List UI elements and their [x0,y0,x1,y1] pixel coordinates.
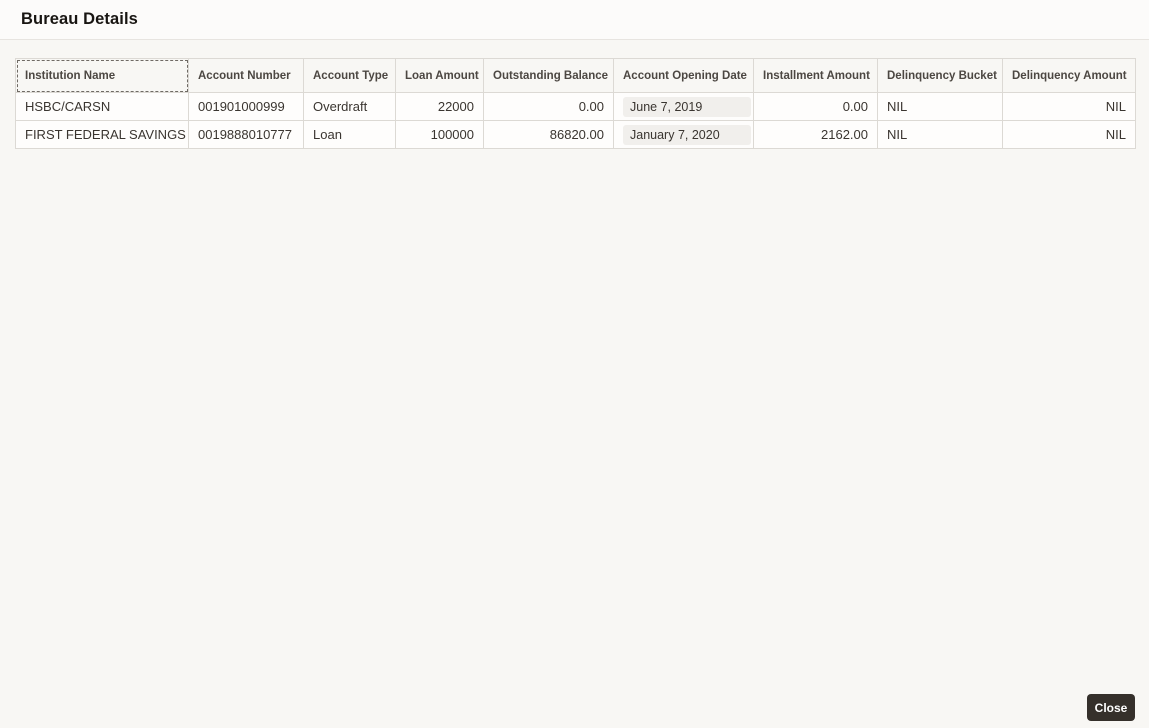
table-row[interactable]: FIRST FEDERAL SAVINGS 0019888010777 Loan 10… [15,120,1136,149]
date-field[interactable]: June 7, 2019 [623,96,751,117]
titlebar: Bureau Details [0,0,1149,40]
cell-account_number: 001901000999 [188,92,304,121]
close-button[interactable]: Close [1087,694,1135,721]
cell-account_opening_date: June 7, 2019 [613,92,754,121]
cell-institution_name: FIRST FEDERAL SAVINGS [15,120,189,149]
content-area: Institution Name Account Number Account Ty… [0,40,1149,149]
column-header-installment_amount[interactable]: Installment Amount [753,58,878,93]
cell-account_type: Overdraft [303,92,396,121]
bureau-details-table: Institution Name Account Number Account Ty… [15,58,1136,149]
column-header-delinquency_bucket[interactable]: Delinquency Bucket [877,58,1003,93]
cell-account_opening_date: January 7, 2020 [613,120,754,149]
table-header-row: Institution Name Account Number Account Ty… [15,58,1136,93]
column-header-account_number[interactable]: Account Number [188,58,304,93]
cell-outstanding_balance: 86820.00 [483,120,614,149]
cell-delinquency_amount: NIL [1002,120,1136,149]
column-header-account_type[interactable]: Account Type [303,58,396,93]
cell-account_number: 0019888010777 [188,120,304,149]
cell-institution_name: HSBC/CARSN [15,92,189,121]
column-header-institution_name[interactable]: Institution Name [15,58,189,93]
cell-loan_amount: 100000 [395,120,484,149]
cell-delinquency_bucket: NIL [877,120,1003,149]
cell-loan_amount: 22000 [395,92,484,121]
cell-delinquency_bucket: NIL [877,92,1003,121]
date-field[interactable]: January 7, 2020 [623,124,751,145]
table-row[interactable]: HSBC/CARSN 001901000999 Overdraft 22000 0.00… [15,92,1136,121]
cell-installment_amount: 2162.00 [753,120,878,149]
cell-account_type: Loan [303,120,396,149]
column-header-account_opening_date[interactable]: Account Opening Date [613,58,754,93]
page-title: Bureau Details [21,10,138,28]
column-header-delinquency_amount[interactable]: Delinquency Amount [1002,58,1136,93]
cell-outstanding_balance: 0.00 [483,92,614,121]
cell-installment_amount: 0.00 [753,92,878,121]
column-header-outstanding_balance[interactable]: Outstanding Balance [483,58,614,93]
cell-delinquency_amount: NIL [1002,92,1136,121]
column-header-loan_amount[interactable]: Loan Amount [395,58,484,93]
